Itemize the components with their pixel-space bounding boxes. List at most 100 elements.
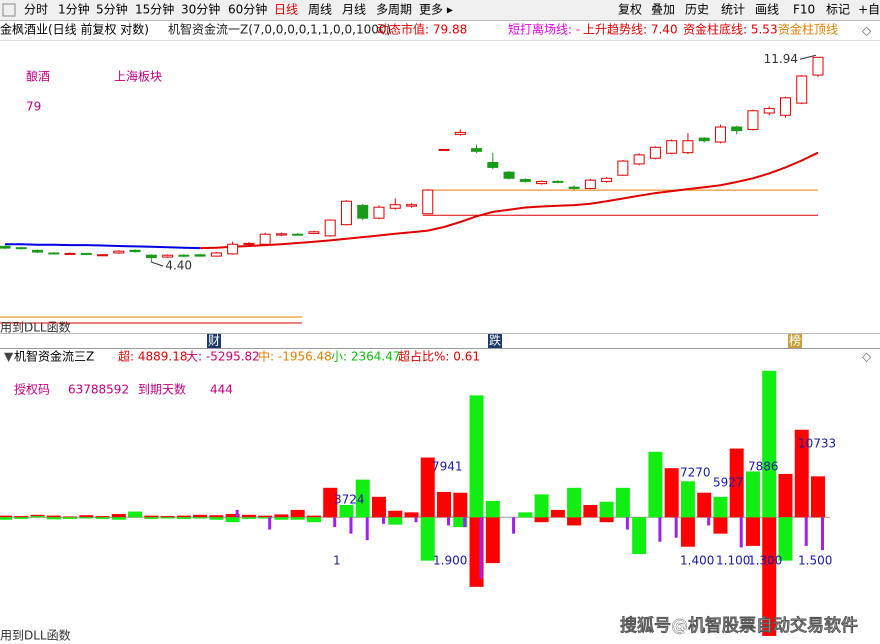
candle-body — [357, 204, 369, 219]
toolbar-item[interactable]: 60分钟 — [228, 2, 267, 17]
candle-body — [113, 250, 125, 254]
lower-big: 大: -5295.82 — [186, 350, 260, 364]
fund-bar — [0, 515, 12, 518]
toolbar-item[interactable]: 统计 — [721, 3, 745, 17]
low-arrow — [151, 261, 164, 267]
fund-bar — [713, 496, 728, 518]
fund-bar — [381, 517, 385, 524]
fund-bar — [453, 492, 468, 518]
fund-bar — [697, 492, 712, 518]
fund-bar — [290, 509, 305, 518]
fund-bar — [447, 517, 451, 526]
fund-bar — [258, 515, 273, 518]
icon[interactable]: ◇ — [862, 24, 872, 38]
high-label: 11.94 — [764, 52, 798, 66]
candle-body — [210, 252, 222, 257]
lower-small: 小: 2364.47 — [331, 350, 400, 364]
toolbar-item[interactable]: 复权 — [618, 3, 642, 17]
candle-body — [324, 219, 336, 237]
candle-body — [568, 186, 580, 189]
candle-body — [438, 148, 450, 151]
fund-bar — [518, 512, 533, 518]
toolbar-item[interactable]: 画线 — [755, 3, 779, 17]
info-fund-bottom: 资金柱底线: 5.53 — [683, 22, 778, 37]
lower-days-label: 到期天数 — [138, 382, 186, 397]
toolbar-item[interactable]: +自 — [858, 3, 880, 17]
fund-bar — [615, 487, 630, 518]
marker[interactable]: 榜 — [789, 333, 801, 348]
toolbar-item[interactable]: 多周期 — [376, 3, 412, 17]
toolbar-item[interactable]: 标记 — [826, 3, 850, 17]
toolbar-item[interactable]: 月线 — [342, 3, 366, 17]
fund-bar — [632, 517, 647, 555]
toolbar-item[interactable]: 5分钟 — [96, 2, 128, 17]
candle-body — [80, 252, 92, 255]
fund-bar — [14, 516, 29, 518]
marker-box[interactable] — [207, 334, 221, 348]
fund-bar — [323, 487, 338, 518]
fund-bar — [534, 517, 549, 523]
toolbar-item[interactable]: 叠加 — [651, 3, 675, 17]
candle-body — [259, 233, 271, 245]
fund-bar — [713, 517, 728, 534]
candle-body — [698, 137, 710, 142]
toolbar-item[interactable]: 分时 — [24, 3, 48, 17]
fund-bar — [599, 501, 614, 518]
marker-box[interactable] — [788, 334, 802, 348]
candle-body — [194, 254, 206, 257]
fund-bar — [794, 429, 809, 518]
toolbar-item[interactable]: 日线 — [274, 3, 298, 17]
marker[interactable]: 跌 — [489, 333, 501, 348]
icon[interactable]: ▼ — [4, 350, 14, 364]
toolbar-item[interactable]: 30分钟 — [181, 2, 220, 17]
toolbar-item[interactable]: 历史 — [685, 3, 709, 17]
candle-body — [243, 242, 255, 245]
toolbar-icon[interactable] — [2, 3, 16, 17]
fund-bar — [821, 517, 824, 550]
fund-bar — [658, 517, 662, 542]
toolbar-item[interactable]: 15分钟 — [135, 2, 174, 17]
dll-note: 用到DLL函数 — [0, 320, 71, 335]
fund-bar — [46, 515, 61, 518]
bar-label: 1.500 — [798, 554, 832, 568]
bar-label: 7886 — [748, 460, 779, 474]
toolbar-item[interactable]: 周线 — [308, 3, 332, 17]
fund-bar — [707, 517, 711, 526]
icon[interactable]: ◇ — [862, 350, 872, 364]
fund-bar — [225, 517, 240, 523]
candle-body — [32, 249, 44, 253]
fund-bar — [128, 511, 143, 518]
candle-body — [227, 243, 239, 255]
marker[interactable]: 财 — [208, 334, 220, 348]
fund-bar — [111, 517, 126, 520]
toolbar-item[interactable]: 更多 ▸ — [419, 3, 453, 17]
bar-label: 3724 — [334, 493, 365, 507]
lower-ratio: 超占比%: 0.61 — [398, 349, 480, 364]
fund-bar — [463, 517, 467, 528]
bar-label: 1.400 — [680, 554, 714, 568]
candle-body — [292, 233, 304, 236]
fund-bar — [485, 500, 500, 518]
candle-body — [519, 179, 531, 182]
dll-note: 用到DLL函数 — [0, 628, 71, 643]
fund-bar — [111, 514, 126, 518]
candle-body — [178, 254, 190, 257]
fund-bar — [664, 468, 679, 518]
toolbar-item[interactable]: 1分钟 — [58, 2, 90, 17]
fund-bar — [0, 517, 12, 520]
bar-label: 1.300 — [748, 554, 782, 568]
toolbar-item[interactable]: F10 — [793, 3, 815, 17]
candle-body — [812, 56, 824, 76]
candle-body — [747, 110, 759, 130]
candle-body — [649, 146, 661, 159]
fund-bar — [804, 517, 808, 546]
candle-body — [373, 206, 385, 219]
candle-body — [15, 247, 27, 250]
fund-bar — [160, 517, 175, 519]
fund-bar — [79, 517, 94, 519]
bar-label: 7941 — [432, 460, 463, 474]
marker-box[interactable] — [488, 334, 502, 348]
fund-bar — [388, 510, 403, 518]
candle-body — [48, 252, 60, 255]
fund-bar — [306, 517, 321, 523]
